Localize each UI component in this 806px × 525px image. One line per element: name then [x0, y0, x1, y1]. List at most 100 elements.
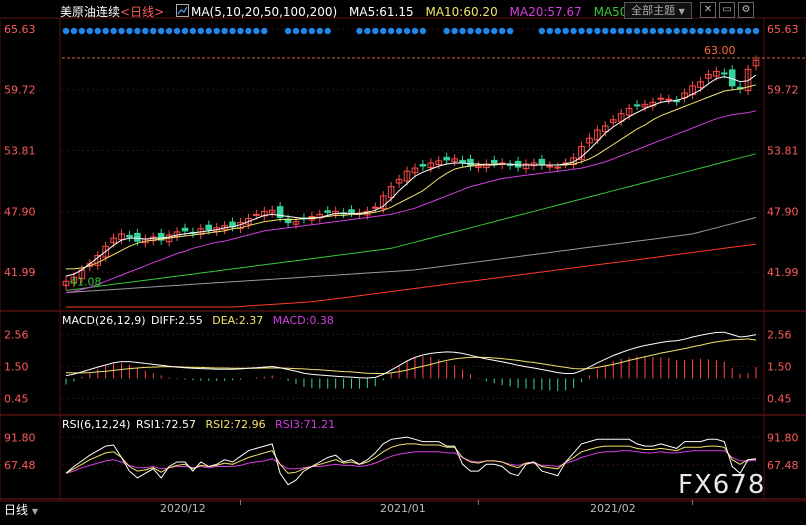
candle-down	[205, 224, 213, 231]
ma10-value: MA10:60.20	[425, 5, 498, 19]
event-dot	[213, 27, 220, 35]
event-dot	[229, 27, 236, 35]
chevron-down-icon: ▼	[31, 507, 38, 516]
event-dot	[181, 27, 189, 35]
ma-params: MA(5,10,20,50,100,200)	[190, 5, 338, 19]
price-axis-label-right: 65.63	[767, 23, 799, 36]
event-dot	[506, 27, 514, 35]
candle-up	[594, 129, 601, 141]
event-dot	[491, 27, 498, 35]
event-dot	[237, 27, 244, 35]
candle-down	[490, 159, 498, 164]
period-label[interactable]: <日线>	[120, 5, 165, 19]
candle-up	[752, 59, 760, 67]
price-axis-label-right: 41.99	[767, 266, 799, 279]
event-dot	[403, 27, 411, 35]
candle-up	[395, 178, 403, 184]
candle-up	[522, 163, 530, 170]
candle-up	[62, 280, 70, 286]
event-dot	[657, 27, 665, 35]
candle-up	[657, 97, 665, 100]
time-label-jan: 2021/01	[380, 502, 426, 515]
event-dot	[602, 27, 609, 35]
event-dot	[744, 27, 752, 35]
rsi-axis-label-left: 67.48	[4, 459, 36, 472]
event-dot	[538, 27, 546, 35]
event-dot	[70, 27, 78, 35]
candle-down	[324, 210, 332, 213]
event-dot	[118, 27, 125, 35]
maximize-icon[interactable]: ▭	[719, 2, 735, 18]
event-dot	[729, 27, 736, 35]
macd-axis-label-left: 2.56	[4, 328, 29, 341]
event-dot	[356, 27, 363, 35]
event-dot	[173, 27, 181, 35]
candle-up	[292, 221, 300, 225]
event-dot	[419, 27, 427, 35]
candle-up	[586, 137, 593, 144]
candle-down	[181, 227, 189, 232]
event-dot	[617, 27, 625, 35]
close-icon[interactable]: ✕	[700, 2, 716, 18]
settings-icon[interactable]: ⚙	[738, 2, 754, 18]
time-label-feb: 2021/02	[590, 502, 636, 515]
macd-title: MACD(26,12,9)	[62, 314, 146, 327]
candle-up	[245, 218, 252, 225]
event-dot	[459, 27, 466, 35]
macd-axis-label-left: 0.45	[4, 392, 29, 405]
event-dot	[411, 27, 419, 35]
event-dot	[380, 27, 387, 35]
event-dot	[570, 27, 577, 35]
candle-down	[633, 104, 641, 107]
candle-up	[102, 245, 109, 258]
candle-up	[744, 68, 752, 91]
event-dot	[752, 27, 760, 35]
chart-header: 美原油连续<日线> MA(5,10,20,50,100,200) MA5:61.…	[60, 3, 635, 20]
event-dot	[284, 27, 292, 35]
event-dot	[142, 27, 149, 35]
candle-up	[713, 70, 720, 77]
event-dot	[364, 27, 371, 35]
event-dot	[395, 27, 403, 35]
event-dot	[110, 27, 117, 35]
rsi-axis-label-right: 67.48	[767, 459, 799, 472]
candle-up	[70, 276, 78, 284]
candle-down	[673, 100, 680, 103]
ma50-value: MA50	[593, 5, 628, 19]
macd-diff: DIFF:2.55	[151, 314, 203, 327]
candle-up	[427, 162, 435, 169]
event-dot	[94, 27, 101, 35]
rsi3-value: RSI3:71.21	[275, 418, 336, 431]
candle-up	[697, 81, 704, 88]
candle-up	[403, 170, 411, 182]
event-dot	[625, 27, 633, 35]
macd-axis-label-right: 1.50	[767, 360, 792, 373]
candle-up	[435, 160, 443, 166]
event-dot	[189, 27, 197, 35]
candle-up	[411, 167, 419, 174]
event-dot	[261, 27, 268, 35]
candle-up	[625, 107, 633, 116]
candle-down	[720, 72, 728, 75]
candle-up	[546, 165, 554, 168]
candle-up	[483, 163, 490, 169]
candle-up	[641, 103, 649, 108]
candle-up	[110, 237, 117, 244]
candle-up	[475, 165, 482, 169]
event-dot	[586, 27, 593, 35]
theme-dropdown-label: 全部主题	[631, 4, 676, 17]
theme-dropdown[interactable]: 全部主题 ▼	[624, 2, 692, 19]
event-dot	[245, 27, 252, 35]
ma20-value: MA20:57.67	[509, 5, 582, 19]
rsi-axis-label-right: 91.80	[767, 431, 799, 444]
candle-down	[157, 232, 165, 241]
macd-axis-label-right: 2.56	[767, 328, 792, 341]
candle-up	[705, 74, 712, 79]
candle-up	[665, 98, 673, 101]
candle-down	[419, 164, 427, 167]
candle-up	[379, 195, 387, 210]
tab-daily[interactable]: 日线 ▼	[0, 501, 44, 519]
price-axis-label-right: 53.81	[767, 145, 799, 158]
candle-up	[94, 255, 102, 266]
